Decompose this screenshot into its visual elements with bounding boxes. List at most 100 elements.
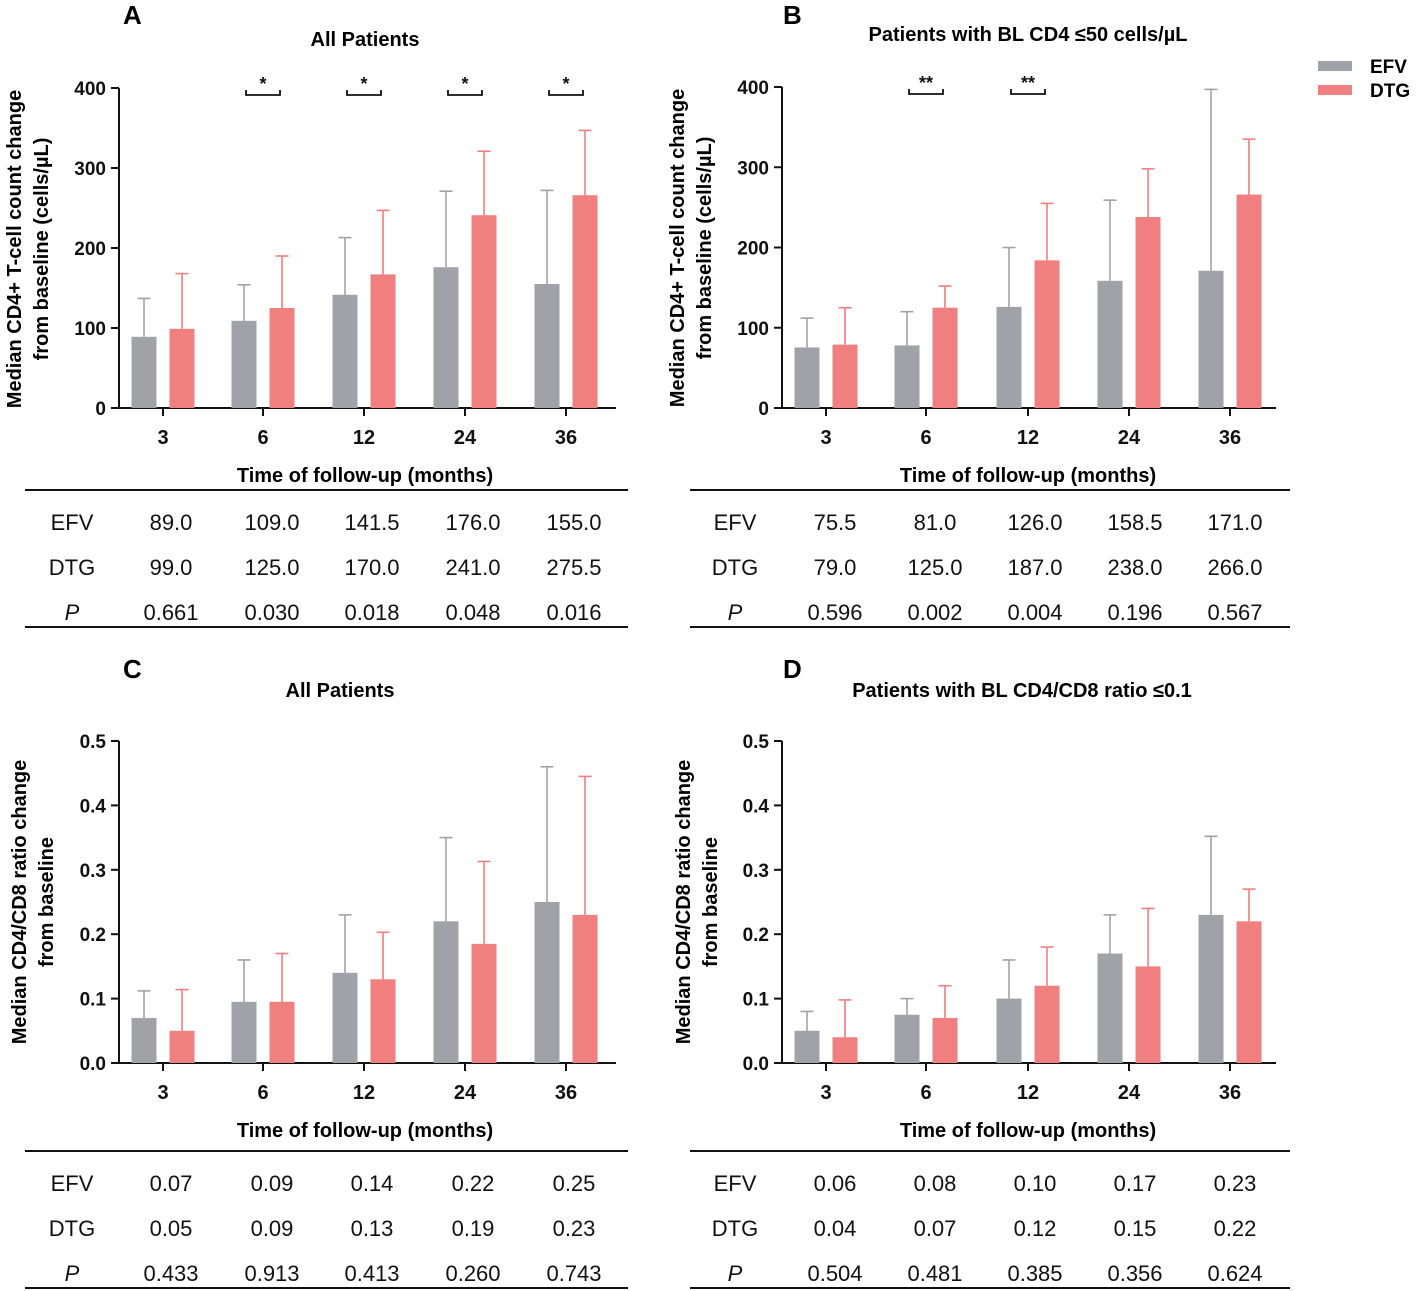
panel-d-table-cell: 0.12 [1014,1216,1057,1241]
panel-c-x-tick-label: 6 [257,1082,268,1104]
panel-b-table-cell: 81.0 [914,510,957,535]
panel-b-bar-efv [1198,270,1224,408]
panel-c-table-cell: 0.22 [452,1171,495,1196]
panel-b-bar-dtg [832,344,858,408]
panel-b-bar-dtg [1135,217,1161,408]
panel-a-x-tick-label: 24 [454,427,477,449]
panel-c-y-tick-label: 0.2 [80,925,106,946]
panel-a-xlabel: Time of follow-up (months) [237,465,493,487]
panel-a-table-cell: 0.016 [546,600,601,625]
panel-d-y-tick-label: 0.3 [743,861,769,882]
panel-a-table-cell: 89.0 [150,510,193,535]
panel-a-table-row-label: DTG [49,555,95,580]
panel-b-table-cell: 0.196 [1107,600,1162,625]
panel-a-bar-efv [131,336,157,408]
panel-b-x-tick-label: 24 [1118,427,1141,449]
panel-a-y-tick-label: 100 [74,319,106,340]
panel-d-table-cell: 0.06 [814,1171,857,1196]
panel-c-x-tick-label: 36 [555,1082,577,1104]
panel-d-table-cell: 0.504 [807,1261,862,1286]
panel-d-y-tick-label: 0.4 [743,796,770,817]
panel-b-ylabel-line2: from baseline (cells/µL) [694,137,716,360]
panel-c-table-cell: 0.913 [244,1261,299,1286]
panel-c-bar-dtg [370,979,396,1063]
panel-a-table-cell: 0.048 [445,600,500,625]
panel-a-table-row-label: P [65,600,80,625]
panel-b-bar-dtg [932,307,958,408]
panel-b-table-cell: 0.004 [1007,600,1062,625]
panel-c-table-row-label: P [65,1261,80,1286]
panel-b-bar-dtg [1236,194,1262,408]
panel-a-table-cell: 241.0 [445,555,500,580]
panel-c-xlabel: Time of follow-up (months) [237,1120,493,1142]
panel-a-table-cell: 99.0 [150,555,193,580]
panel-d-bar-efv [794,1030,820,1063]
panel-c-x-tick-label: 24 [454,1082,477,1104]
panel-d-table-cell: 0.15 [1114,1216,1157,1241]
panel-d-table-cell: 0.481 [907,1261,962,1286]
panel-b-table-cell: 126.0 [1007,510,1062,535]
panel-a-bar-dtg [269,308,295,408]
panel-b-y-tick-label: 200 [737,239,769,260]
panel-a-significance-bracket [447,90,483,96]
panel-c-table-cell: 0.413 [344,1261,399,1286]
panel-a-table-cell: 176.0 [445,510,500,535]
panel-b-significance-mark: ** [919,73,933,93]
panel-d-y-tick-label: 0.0 [743,1054,769,1075]
panel-a-significance-bracket [346,90,382,96]
panel-a-significance-mark: * [461,74,468,94]
panel-c-title: All Patients [286,680,395,702]
panel-a-table-cell: 0.661 [143,600,198,625]
panel-d-bar-efv [894,1014,920,1063]
panel-d-table-cell: 0.23 [1214,1171,1257,1196]
panel-b-x-tick-label: 3 [820,427,831,449]
panel-a-x-tick-label: 3 [157,427,168,449]
panel-d-x-tick-label: 12 [1017,1082,1039,1104]
panel-d-table-cell: 0.356 [1107,1261,1162,1286]
panel-d-bar-dtg [1236,921,1262,1063]
panel-d-table-cell: 0.08 [914,1171,957,1196]
panel-c-table-cell: 0.260 [445,1261,500,1286]
panel-b-table-row-label: DTG [712,555,758,580]
panel-letter-c: C [123,654,142,684]
panel-b-x-tick-label: 12 [1017,427,1039,449]
panel-d-bar-efv [996,998,1022,1063]
panel-a-significance-mark: * [562,74,569,94]
panel-a-bar-efv [534,284,560,408]
panel-c-table-cell: 0.05 [150,1216,193,1241]
panel-b-ylabel-line1: Median CD4+ T-cell count change [667,89,689,407]
panel-c-x-tick-label: 3 [157,1082,168,1104]
panel-a-table-cell: 125.0 [244,555,299,580]
panel-c-bar-dtg [169,1030,195,1063]
legend-label-efv: EFV [1370,57,1407,78]
panel-a-x-tick-label: 12 [353,427,375,449]
panel-b-bar-efv [894,345,920,408]
panel-d-x-tick-label: 36 [1219,1082,1241,1104]
panel-d-y-tick-label: 0.1 [743,990,770,1011]
panel-c-y-tick-label: 0.4 [80,796,107,817]
panel-b-significance-bracket [1010,89,1046,95]
panel-d-table-row-label: EFV [714,1171,757,1196]
panel-b-table-cell: 125.0 [907,555,962,580]
panel-c-bar-dtg [269,1001,295,1063]
panel-c-table-row-label: EFV [51,1171,94,1196]
panel-c-x-tick-label: 12 [353,1082,375,1104]
panel-b-bar-efv [794,347,820,408]
panel-a-y-tick-label: 300 [74,159,106,180]
panel-b-bar-efv [996,306,1022,408]
panel-c-table-cell: 0.743 [546,1261,601,1286]
panel-b-table-cell: 0.002 [907,600,962,625]
panel-b-title: Patients with BL CD4 ≤50 cells/µL [869,24,1188,46]
panel-c-bar-efv [231,1001,257,1063]
panel-c-y-tick-label: 0.5 [80,732,107,753]
panel-b-y-tick-label: 100 [737,319,769,340]
panel-c-bar-efv [433,921,459,1063]
panel-c-table-cell: 0.09 [251,1216,294,1241]
panel-d-ylabel-line2: from baseline [700,837,722,967]
panel-a-table-cell: 275.5 [546,555,601,580]
panel-a-table-cell: 170.0 [344,555,399,580]
panel-a-y-tick-label: 400 [74,79,106,100]
panel-b-bar-dtg [1034,260,1060,408]
